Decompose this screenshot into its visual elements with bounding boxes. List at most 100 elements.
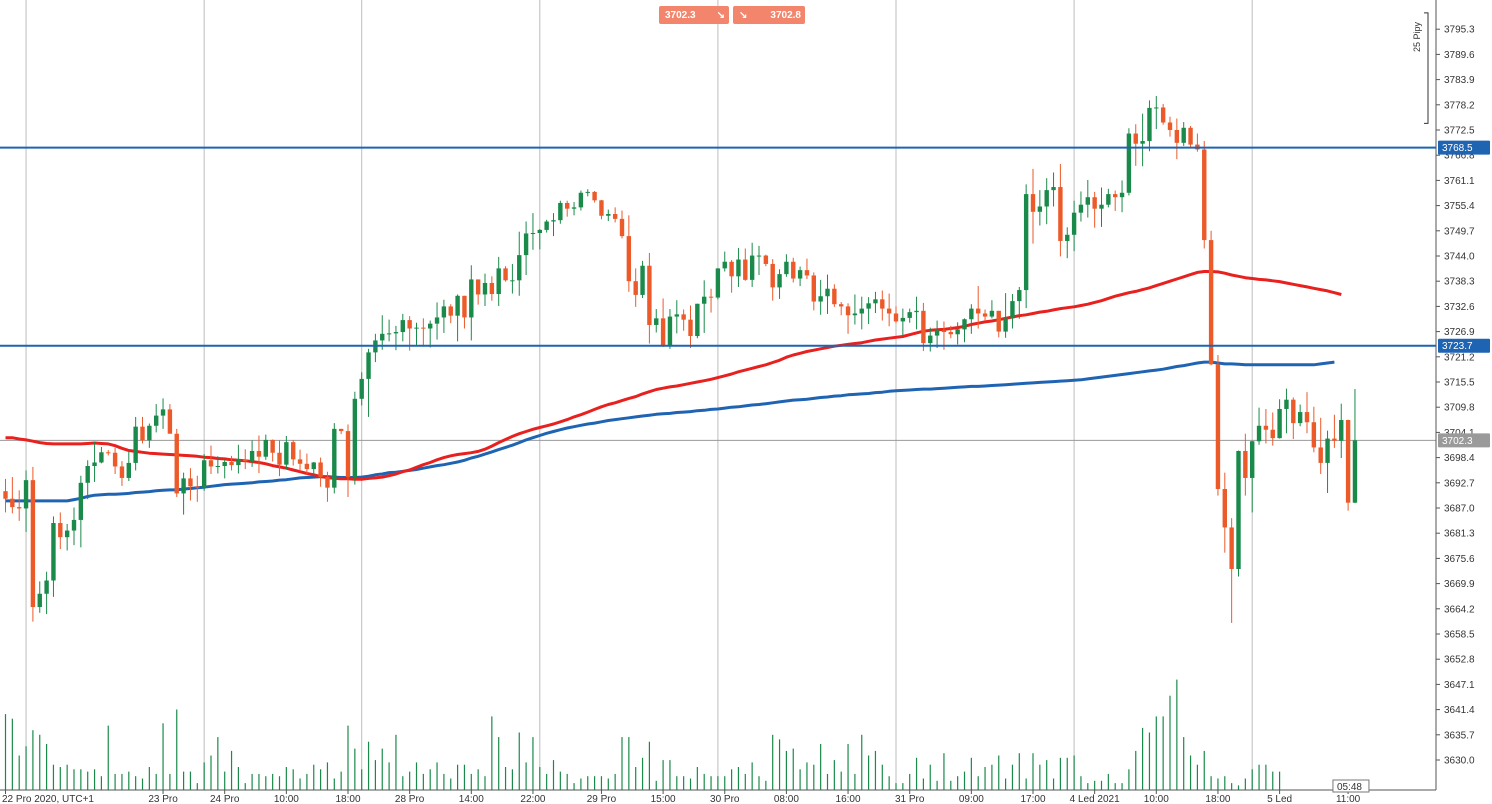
countdown-box [1332, 779, 1370, 793]
candle [311, 462, 316, 475]
candle-body [160, 409, 166, 416]
candle [249, 440, 255, 467]
candle [147, 423, 152, 448]
price-tick-label: 3749.7 [1444, 226, 1475, 237]
candle-body [1202, 149, 1207, 241]
candle [702, 280, 707, 333]
candle-body [982, 313, 988, 317]
candle-body [1352, 440, 1358, 503]
candle [1270, 412, 1275, 446]
price-axis[interactable]: 3795.3 3789.6 3783.9 3778.2 3772.5 3766.8 3761… [1435, 0, 1475, 790]
candle-body [44, 580, 49, 594]
candle-body [1147, 107, 1152, 142]
candle-body [599, 200, 604, 216]
candle-body [263, 439, 268, 457]
candle-body [517, 255, 522, 281]
time-tick-label: 22:00 [520, 794, 545, 804]
countdown-timer: 05:48 [1332, 779, 1370, 793]
candle [428, 320, 433, 348]
candle-body [777, 274, 782, 288]
candle [1010, 294, 1015, 329]
candle-body [1071, 212, 1077, 235]
candle [606, 209, 611, 222]
candle [619, 210, 625, 239]
candle [1284, 388, 1289, 434]
candle [188, 468, 193, 501]
candle [243, 449, 248, 470]
candle-body [606, 214, 611, 216]
candle-body [380, 333, 385, 341]
pip-scale-bracket [1424, 12, 1429, 124]
candle-body [256, 450, 262, 457]
sell-quote-button[interactable]: 3702.3 ↘ [659, 6, 729, 24]
candle [859, 296, 864, 330]
candle-body [222, 462, 227, 466]
candle-body [811, 275, 816, 302]
time-axis[interactable]: 22 Pro 2020, UTC+1 23 Pro 24 Pro 10:00 18:00… [0, 789, 1436, 804]
price-tick-label: 3652.8 [1444, 655, 1475, 666]
countdown-text: 05:48 [1337, 782, 1362, 793]
price-tick-label: 3783.9 [1444, 75, 1475, 86]
candle [58, 512, 63, 550]
candle [174, 428, 179, 497]
candle [380, 315, 385, 350]
candle [1277, 399, 1282, 439]
candle-body [434, 317, 440, 324]
candle [1085, 179, 1090, 218]
candle-body [448, 306, 453, 316]
candle-body [174, 433, 179, 494]
candle-body [962, 319, 967, 330]
candle [400, 313, 405, 342]
candle [126, 451, 131, 482]
candle [455, 294, 460, 342]
price-tick-label: 3744.0 [1444, 252, 1475, 263]
candle [1291, 397, 1296, 440]
candle [763, 254, 769, 267]
candle-body [1236, 450, 1241, 570]
candle [475, 279, 481, 305]
horizontal-lines[interactable] [0, 146, 1436, 347]
candle [1065, 227, 1070, 259]
candle-body [1126, 133, 1132, 193]
price-tick-label: 3738.3 [1444, 277, 1475, 288]
candle-body [359, 378, 364, 399]
time-tick-label: 24 Pro [210, 794, 240, 804]
candle-body [1003, 318, 1008, 332]
candle-body [1092, 197, 1097, 209]
candle-body [914, 310, 919, 313]
candle [23, 470, 29, 532]
candle-body [880, 299, 885, 309]
candle [1037, 190, 1043, 226]
candle-body [702, 296, 707, 304]
candle-body [441, 306, 447, 318]
candle [743, 248, 748, 281]
candle-body [921, 310, 926, 344]
candle [928, 327, 933, 352]
candle [1236, 450, 1241, 577]
candle-body [475, 279, 481, 295]
candle-body [407, 320, 412, 329]
candle-body [996, 310, 1001, 332]
candle [640, 260, 645, 298]
current-price-tag: 3702.3 [1438, 433, 1490, 448]
candle-body [112, 452, 118, 467]
line-price-tag-box [1438, 140, 1490, 155]
price-tick-label: 3709.8 [1444, 403, 1475, 414]
candle [996, 310, 1001, 338]
time-tick-label: 18:00 [1205, 794, 1230, 804]
candle-body [1291, 399, 1296, 424]
buy-quote-button[interactable]: ↘ 3702.8 [733, 6, 805, 24]
candle-body [1017, 290, 1022, 302]
candle [1051, 172, 1056, 207]
candle [1023, 184, 1029, 309]
candle-body [1160, 107, 1166, 123]
candle-body [421, 327, 426, 329]
candle [736, 248, 741, 287]
candle-body [592, 191, 597, 201]
candle-body [928, 335, 933, 344]
line-price-tag-label: 3768.5 [1442, 143, 1473, 154]
candle [599, 199, 604, 220]
candle-body [188, 478, 193, 487]
candle [489, 276, 495, 301]
